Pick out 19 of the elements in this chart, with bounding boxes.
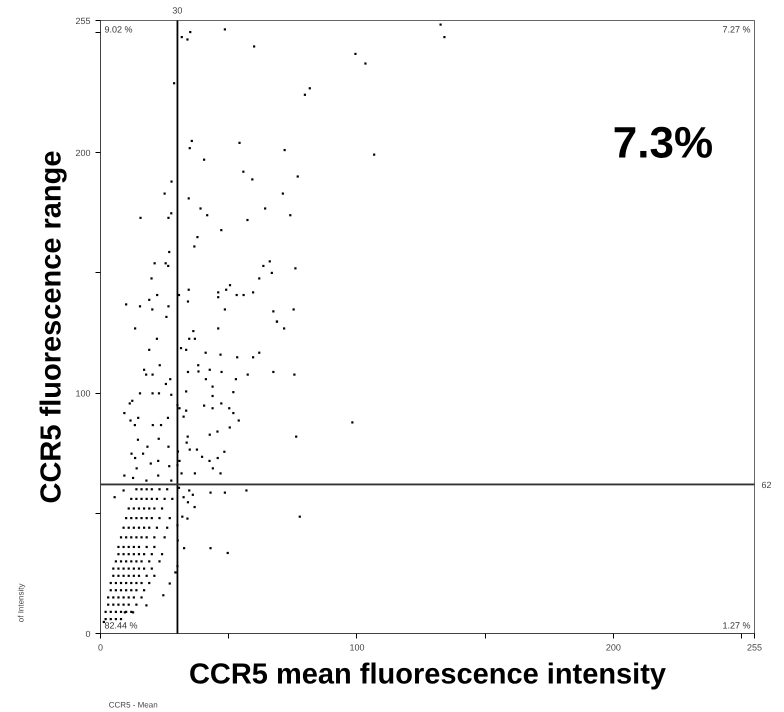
annotation: 7.27 % [722, 24, 751, 34]
annotation: 1.27 % [722, 620, 751, 630]
x-axis-title: CCR5 mean fluorescence intensity [188, 658, 666, 690]
y-tick-label: 255 [75, 16, 91, 26]
y-tick-label: 0 [85, 629, 91, 639]
y-axis-title: CCR5 fluorescence range [35, 150, 68, 504]
x-tick-label: 0 [98, 642, 104, 652]
x-tick-label: 255 [746, 642, 762, 652]
annotation: 7.3% [612, 118, 714, 168]
x-tick-label: 100 [349, 642, 364, 652]
ref-line-label: 30 [172, 6, 182, 16]
text: of Intensity [16, 584, 26, 622]
y-tick-label: 100 [75, 388, 91, 399]
annotation: 9.02 % [104, 24, 133, 34]
annotation: 82.44 % [104, 620, 138, 630]
y-tick-label: 200 [75, 148, 91, 158]
text: CCR5 - Mean [108, 700, 158, 710]
ref-line-label: 62 [762, 480, 772, 490]
x-tick-label: 200 [606, 642, 621, 652]
